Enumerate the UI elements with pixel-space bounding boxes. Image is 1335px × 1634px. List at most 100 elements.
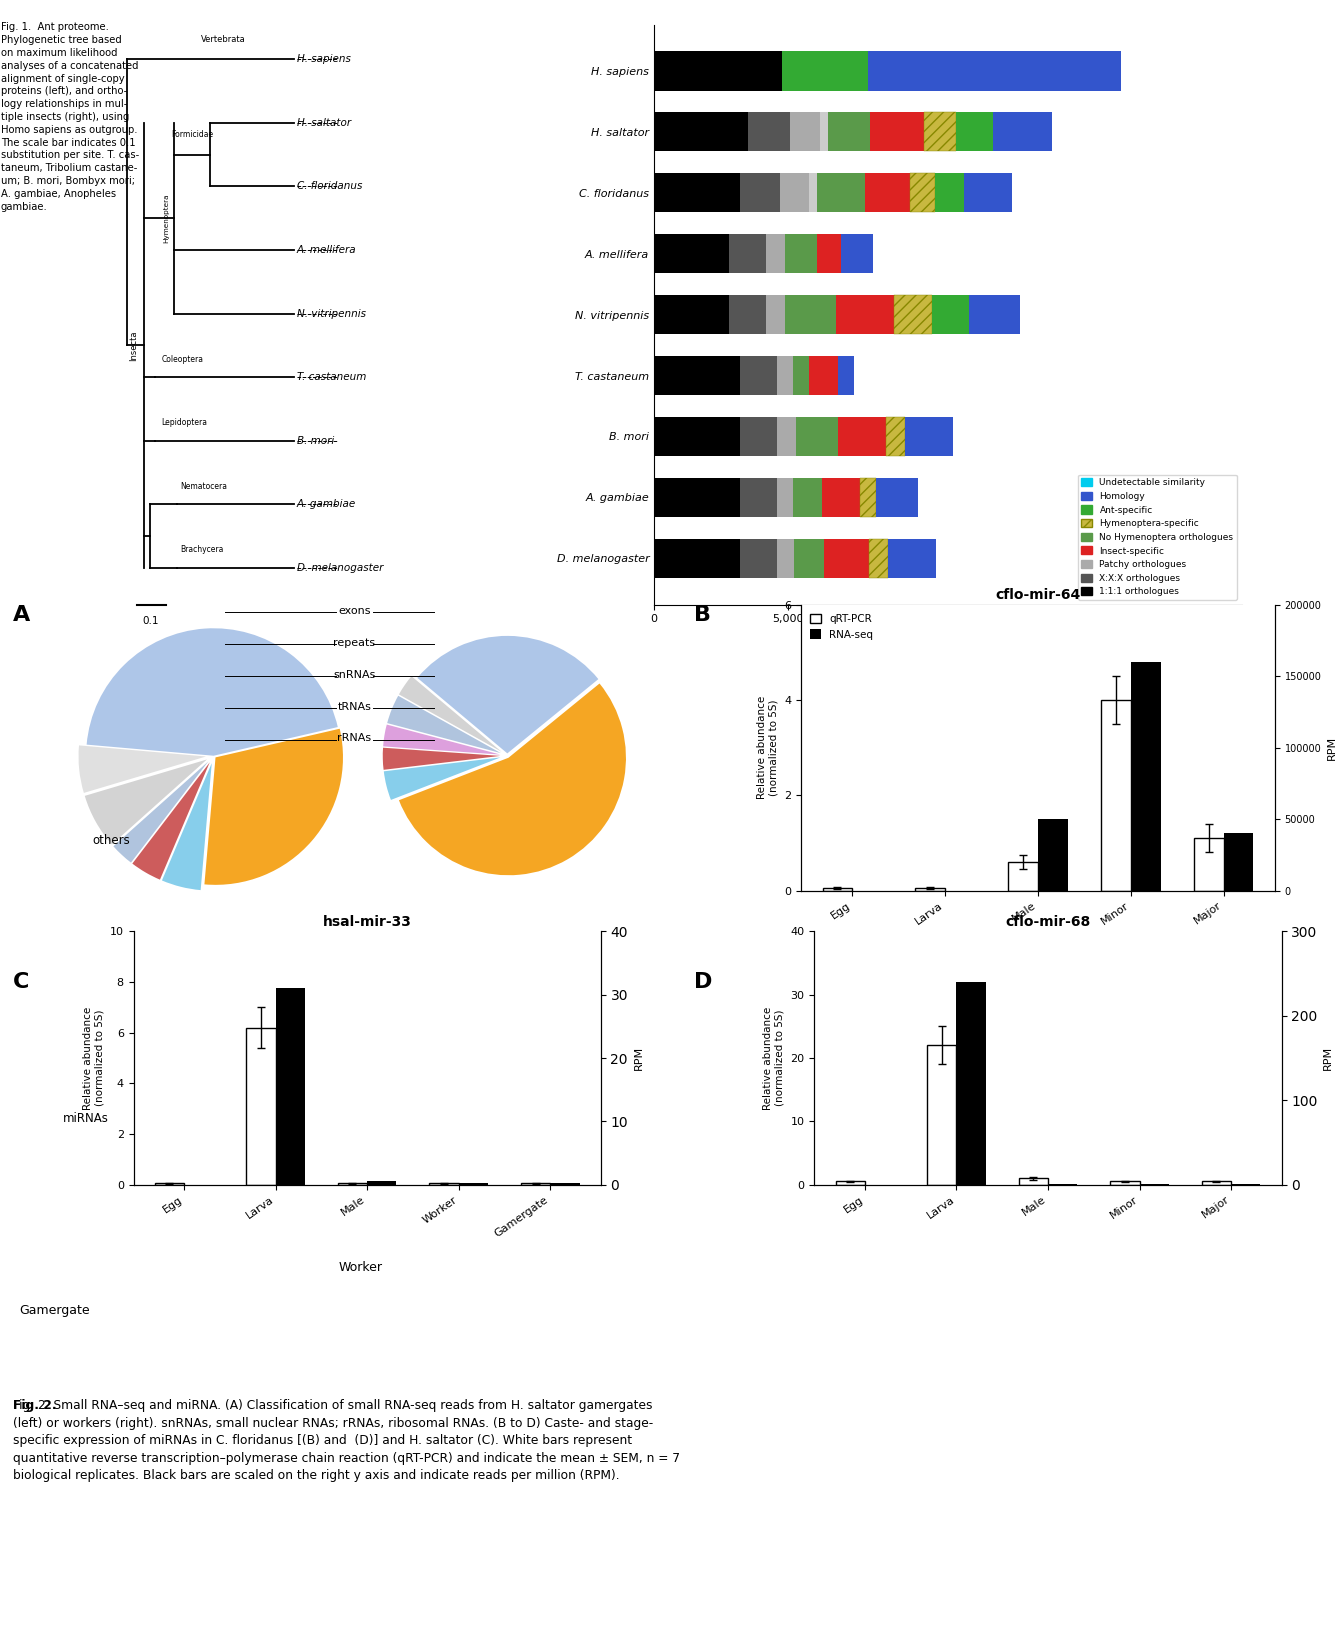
Bar (777, 417, 796, 456)
Bar (836, 1181, 865, 1185)
Bar (654, 234, 729, 273)
Text: Vertebrata: Vertebrata (202, 34, 246, 44)
Wedge shape (387, 696, 501, 753)
Bar (838, 356, 854, 395)
Bar (729, 294, 766, 335)
Bar (748, 111, 790, 152)
Bar (654, 294, 729, 335)
Bar (246, 1028, 275, 1185)
Wedge shape (113, 761, 208, 863)
Bar (860, 477, 876, 518)
Bar (654, 356, 740, 395)
Bar (870, 111, 924, 152)
Title: cflo-mir-68: cflo-mir-68 (1005, 915, 1091, 928)
Bar (820, 111, 828, 152)
Text: B. mori: B. mori (298, 436, 334, 446)
Text: C. floridanus: C. floridanus (298, 181, 362, 191)
Bar (740, 477, 777, 518)
Bar (822, 889, 852, 891)
Bar (785, 294, 836, 335)
Bar (777, 356, 793, 395)
Title: cflo-mir-64: cflo-mir-64 (996, 588, 1080, 601)
Y-axis label: Relative abundance
(normalized to 5S): Relative abundance (normalized to 5S) (764, 1007, 785, 1109)
Text: Lepidoptera: Lepidoptera (162, 418, 207, 426)
Text: repeats: repeats (334, 637, 375, 647)
X-axis label: # of genes: # of genes (913, 629, 983, 642)
Bar (790, 111, 820, 152)
Text: A. gambiae: A. gambiae (298, 500, 356, 510)
Bar (924, 111, 956, 152)
Bar (796, 417, 838, 456)
Text: snRNAs: snRNAs (334, 670, 375, 680)
Wedge shape (399, 683, 626, 876)
Bar (654, 539, 740, 578)
Bar (1008, 863, 1039, 891)
Text: D: D (694, 972, 713, 992)
Text: A. mellifera: A. mellifera (298, 245, 356, 255)
Text: D. melanogaster: D. melanogaster (298, 562, 383, 574)
Text: others: others (92, 833, 129, 846)
Bar (809, 173, 817, 212)
Bar (964, 173, 1012, 212)
Y-axis label: RPM: RPM (1323, 1046, 1334, 1070)
Bar (459, 1183, 489, 1185)
Bar (993, 111, 1052, 152)
Bar (275, 989, 304, 1185)
Bar (956, 111, 993, 152)
Bar (1101, 699, 1131, 891)
Y-axis label: RPM: RPM (634, 1046, 643, 1070)
Bar (766, 234, 785, 273)
Text: Nematocera: Nematocera (180, 482, 227, 490)
Bar (654, 477, 740, 518)
Wedge shape (383, 748, 501, 770)
Wedge shape (383, 758, 501, 801)
Wedge shape (204, 729, 343, 886)
Bar (932, 294, 969, 335)
Bar (1193, 838, 1224, 891)
Bar (766, 294, 785, 335)
Text: B: B (694, 605, 712, 624)
Text: Formicidae: Formicidae (171, 131, 214, 139)
Text: Fig. 2.: Fig. 2. (13, 1399, 57, 1412)
Bar (654, 417, 740, 456)
Bar (969, 294, 1020, 335)
Wedge shape (399, 676, 502, 752)
Text: Worker: Worker (339, 1261, 382, 1275)
Bar (838, 417, 886, 456)
Bar (794, 539, 824, 578)
Bar (740, 173, 780, 212)
Wedge shape (85, 760, 207, 845)
Bar (824, 539, 869, 578)
Wedge shape (383, 724, 501, 755)
Bar (654, 111, 748, 152)
Text: N. vitripennis: N. vitripennis (298, 309, 366, 319)
Bar (793, 477, 822, 518)
Bar (740, 356, 777, 395)
Bar (869, 539, 888, 578)
Bar (1131, 662, 1160, 891)
Wedge shape (87, 629, 338, 755)
Y-axis label: RPM: RPM (1327, 735, 1335, 760)
Bar (740, 417, 777, 456)
Wedge shape (418, 636, 598, 753)
Text: H. saltator: H. saltator (298, 118, 351, 127)
Text: Coleoptera: Coleoptera (162, 355, 203, 364)
Bar (777, 539, 794, 578)
Bar (654, 51, 782, 90)
Bar (916, 889, 945, 891)
Bar (934, 173, 964, 212)
Bar (926, 1046, 956, 1185)
Bar (1111, 1181, 1140, 1185)
Legend: Undetectable similarity, Homology, Ant-specific, Hymenoptera-specific, No Hymeno: Undetectable similarity, Homology, Ant-s… (1077, 474, 1238, 600)
Y-axis label: Relative abundance
(normalized to 5S): Relative abundance (normalized to 5S) (83, 1007, 104, 1109)
Bar (785, 234, 817, 273)
Text: H. sapiens: H. sapiens (298, 54, 351, 64)
Text: Insecta: Insecta (129, 330, 139, 361)
Bar (894, 294, 932, 335)
Text: Gamergate: Gamergate (19, 1304, 89, 1317)
Y-axis label: Relative abundance
(normalized to 5S): Relative abundance (normalized to 5S) (757, 696, 778, 799)
Text: Brachycera: Brachycera (180, 546, 223, 554)
Bar (817, 234, 841, 273)
Bar (777, 477, 793, 518)
Bar (822, 477, 860, 518)
